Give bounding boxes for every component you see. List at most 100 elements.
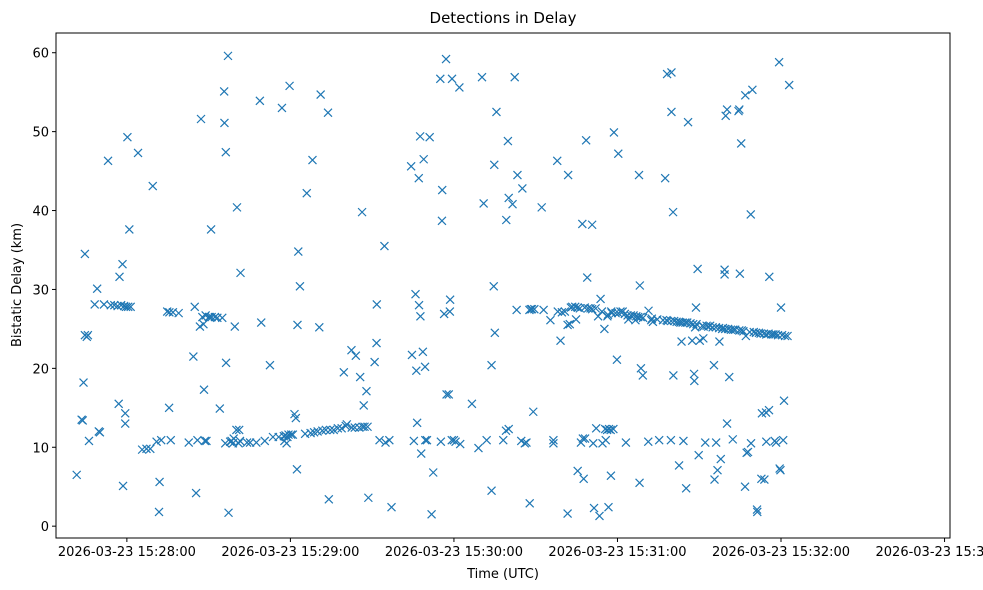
data-point bbox=[489, 160, 499, 170]
data-point bbox=[529, 304, 539, 314]
data-point bbox=[490, 328, 500, 338]
data-point bbox=[679, 436, 688, 446]
data-point bbox=[557, 307, 567, 317]
data-point bbox=[191, 488, 201, 498]
data-point bbox=[292, 464, 302, 474]
data-point bbox=[436, 437, 446, 447]
data-point bbox=[773, 330, 783, 340]
data-point bbox=[277, 103, 287, 113]
data-point bbox=[761, 437, 771, 447]
data-point bbox=[746, 438, 756, 448]
data-point bbox=[776, 303, 786, 313]
data-point bbox=[200, 436, 210, 446]
data-point bbox=[537, 202, 547, 212]
x-axis-label: Time (UTC) bbox=[466, 567, 539, 582]
data-point bbox=[265, 360, 275, 370]
data-point bbox=[587, 304, 597, 314]
data-point bbox=[188, 352, 198, 361]
data-point bbox=[512, 305, 522, 315]
data-point bbox=[445, 295, 455, 305]
data-point bbox=[643, 437, 653, 447]
data-point bbox=[752, 505, 762, 515]
data-point bbox=[735, 269, 745, 279]
data-point bbox=[504, 424, 514, 434]
data-point bbox=[602, 311, 612, 321]
data-point bbox=[435, 74, 445, 84]
data-point bbox=[384, 435, 394, 445]
data-point bbox=[370, 357, 380, 367]
data-point bbox=[636, 363, 646, 373]
data-point bbox=[692, 319, 701, 329]
x-tick-label: 2026-03-23 15:29:00 bbox=[221, 545, 359, 560]
data-point bbox=[363, 422, 372, 432]
data-point bbox=[359, 401, 369, 410]
data-point bbox=[638, 371, 648, 380]
data-point bbox=[291, 413, 301, 423]
data-point bbox=[648, 317, 658, 327]
data-point bbox=[83, 330, 93, 340]
data-point bbox=[743, 447, 753, 457]
data-point bbox=[439, 309, 449, 319]
data-point bbox=[232, 425, 241, 435]
data-point bbox=[581, 135, 591, 145]
x-tick-label: 2026-03-23 15:31:00 bbox=[548, 545, 686, 560]
data-point bbox=[232, 202, 242, 212]
data-point bbox=[591, 303, 601, 313]
data-point bbox=[324, 494, 334, 504]
data-point bbox=[668, 207, 678, 217]
data-point bbox=[778, 435, 788, 445]
data-point bbox=[752, 507, 762, 517]
data-point bbox=[411, 289, 420, 299]
data-point bbox=[109, 300, 119, 310]
data-point bbox=[166, 435, 176, 445]
data-point bbox=[674, 460, 684, 470]
y-tick-label: 0 bbox=[41, 520, 49, 535]
data-point bbox=[103, 156, 113, 166]
data-point bbox=[726, 325, 736, 335]
data-point bbox=[556, 336, 565, 346]
data-point bbox=[325, 425, 335, 435]
data-point bbox=[347, 423, 357, 432]
data-point bbox=[422, 435, 432, 445]
data-point bbox=[711, 438, 721, 447]
data-point bbox=[210, 312, 220, 322]
data-point bbox=[714, 337, 724, 346]
data-series bbox=[72, 51, 794, 521]
data-point bbox=[415, 131, 425, 141]
data-point bbox=[428, 468, 438, 477]
y-axis: 0 10 20 30 40 50 60 bbox=[32, 47, 56, 535]
data-point bbox=[700, 438, 710, 447]
data-point bbox=[776, 465, 785, 475]
data-point bbox=[355, 372, 365, 382]
data-point bbox=[498, 435, 508, 445]
data-point bbox=[764, 272, 774, 282]
data-point bbox=[681, 483, 691, 493]
data-point bbox=[372, 300, 382, 309]
data-point bbox=[314, 322, 324, 332]
data-point bbox=[663, 316, 673, 326]
data-point bbox=[92, 284, 102, 294]
data-point bbox=[72, 470, 82, 480]
data-point bbox=[713, 465, 722, 475]
x-axis: 2026-03-23 15:28:00 2026-03-23 15:29:00 20… bbox=[58, 538, 983, 560]
data-point bbox=[783, 331, 792, 341]
data-point bbox=[487, 360, 496, 370]
data-point bbox=[437, 216, 447, 226]
data-point bbox=[774, 57, 784, 67]
data-point bbox=[321, 425, 331, 435]
data-point bbox=[667, 68, 676, 77]
x-tick-label: 2026-03-23 15:30:00 bbox=[385, 545, 523, 560]
data-point bbox=[199, 319, 208, 329]
data-point bbox=[414, 173, 424, 183]
data-point bbox=[145, 444, 155, 454]
data-point bbox=[635, 281, 645, 290]
data-point bbox=[418, 347, 428, 357]
data-point bbox=[636, 312, 646, 322]
data-point bbox=[79, 378, 88, 387]
data-point bbox=[455, 439, 465, 449]
data-point bbox=[689, 376, 699, 386]
data-point bbox=[577, 219, 587, 229]
data-point bbox=[409, 436, 419, 446]
data-point bbox=[764, 405, 774, 415]
